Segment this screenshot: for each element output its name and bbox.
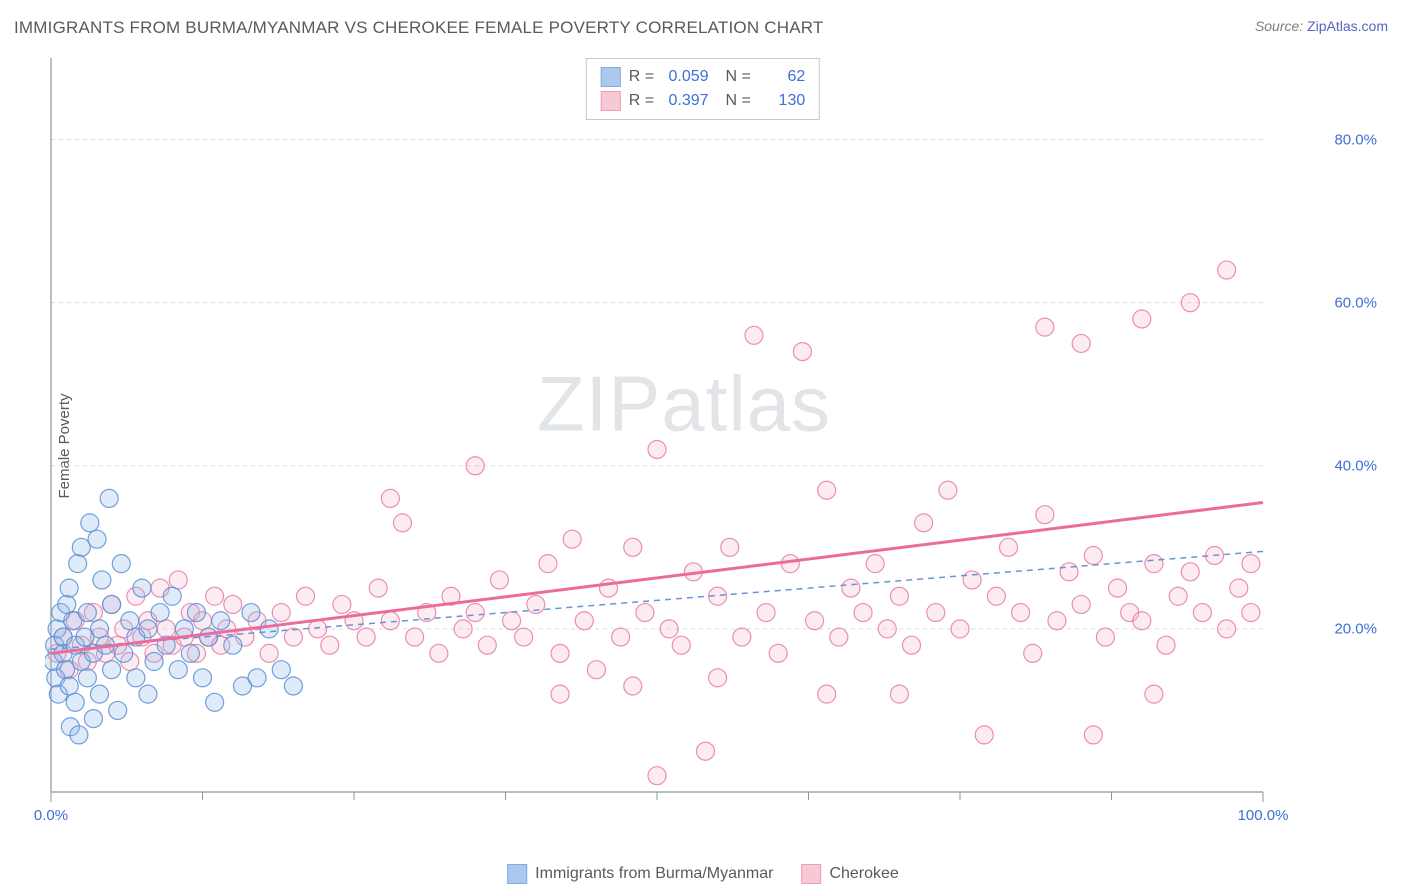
- legend-stat-n-0: N = 62: [717, 65, 806, 89]
- y-tick-label: 60.0%: [1334, 294, 1377, 311]
- legend-row-series-0: R = 0.059 N = 62: [601, 65, 805, 89]
- x-tick-label: 0.0%: [34, 807, 68, 824]
- legend-item-series-0: Immigrants from Burma/Myanmar: [507, 864, 773, 884]
- legend-label-series-0: Immigrants from Burma/Myanmar: [535, 865, 773, 883]
- source-attribution: Source: ZipAtlas.com: [1255, 18, 1388, 34]
- y-tick-label: 20.0%: [1334, 620, 1377, 637]
- plot-svg: [45, 50, 1323, 820]
- x-tick-label: 100.0%: [1238, 807, 1289, 824]
- y-tick-label: 80.0%: [1334, 131, 1377, 148]
- legend-stat-r-1: R = 0.397: [629, 89, 709, 113]
- legend-swatch-bottom-0: [507, 864, 527, 884]
- source-link[interactable]: ZipAtlas.com: [1307, 18, 1388, 34]
- legend-item-series-1: Cherokee: [801, 864, 898, 884]
- legend-swatch-series-0: [601, 67, 621, 87]
- legend-row-series-1: R = 0.397 N = 130: [601, 89, 805, 113]
- legend-label-series-1: Cherokee: [829, 865, 898, 883]
- chart-title: IMMIGRANTS FROM BURMA/MYANMAR VS CHEROKE…: [14, 18, 824, 38]
- correlation-legend: R = 0.059 N = 62 R = 0.397 N = 130: [586, 58, 820, 120]
- scatter-plot: ZIPatlas 0.0%100.0%20.0%40.0%60.0%80.0%: [45, 50, 1323, 820]
- legend-swatch-series-1: [601, 91, 621, 111]
- series-legend: Immigrants from Burma/Myanmar Cherokee: [507, 864, 899, 884]
- legend-stat-r-0: R = 0.059: [629, 65, 709, 89]
- source-prefix: Source:: [1255, 18, 1307, 34]
- y-tick-label: 40.0%: [1334, 457, 1377, 474]
- legend-swatch-bottom-1: [801, 864, 821, 884]
- legend-stat-n-1: N = 130: [717, 89, 806, 113]
